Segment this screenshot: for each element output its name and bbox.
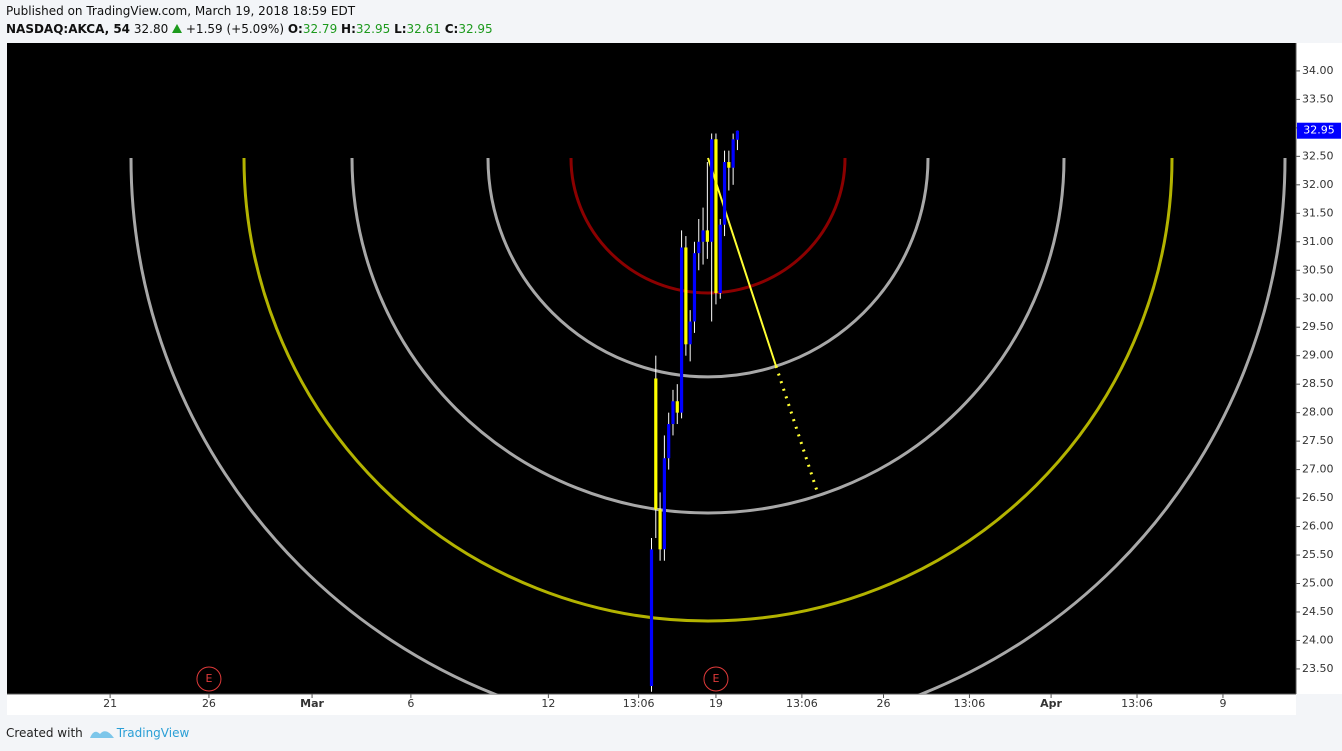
- x-tick-label: 26: [877, 697, 891, 710]
- x-tick-label: Mar: [300, 697, 324, 710]
- low-label: L:: [394, 22, 407, 36]
- candle-body: [671, 401, 675, 425]
- candle-body: [688, 321, 692, 345]
- x-tick-label: 13:06: [1121, 697, 1153, 710]
- fib-arc: [129, 157, 1287, 694]
- y-tick-label: 30.00: [1302, 292, 1334, 305]
- candle-body: [722, 162, 727, 225]
- time-axis: [7, 694, 1296, 715]
- low-value: 32.61: [406, 22, 441, 36]
- open-value: 32.79: [302, 22, 338, 36]
- y-tick-label: 30.50: [1302, 263, 1334, 276]
- x-tick-label: 12: [541, 697, 555, 710]
- candle-body: [662, 458, 666, 550]
- y-tick-label: 25.00: [1302, 577, 1334, 590]
- candle-body: [710, 139, 714, 242]
- y-tick-label: 34.00: [1302, 64, 1334, 77]
- candle-body: [667, 424, 671, 459]
- candle-body: [701, 230, 705, 242]
- y-tick-label: 29.00: [1302, 349, 1334, 362]
- symbol: NASDAQ:AKCA, 54: [6, 22, 131, 36]
- y-tick-label: 29.50: [1302, 320, 1334, 333]
- x-tick-label: 21: [103, 697, 117, 710]
- candle-body: [649, 549, 654, 687]
- y-tick-label: 25.50: [1302, 548, 1334, 561]
- x-tick-label: 9: [1219, 697, 1226, 710]
- close-value: 32.95: [458, 22, 493, 36]
- trend-line: [707, 157, 777, 367]
- candle-body: [679, 247, 684, 413]
- fib-arc: [350, 157, 1066, 515]
- x-tick-label: 26: [202, 697, 216, 710]
- fib-arcs: [129, 157, 1287, 694]
- logo: [90, 731, 114, 738]
- candles: [649, 130, 740, 692]
- y-tick-label: 23.50: [1302, 662, 1334, 675]
- candle-body: [705, 230, 709, 242]
- event-marker: [703, 666, 729, 692]
- x-tick-label: Apr: [1040, 697, 1062, 710]
- candle-body: [735, 130, 740, 140]
- y-tick-label: 33.50: [1302, 92, 1334, 105]
- last-price: 32.80: [133, 22, 169, 36]
- high-label: H:: [341, 22, 356, 36]
- candle-body: [684, 247, 688, 345]
- y-tick-label: 24.00: [1302, 633, 1334, 646]
- x-tick-label: 6: [407, 697, 414, 710]
- last-price-label: 32.95: [1303, 124, 1335, 137]
- y-tick-label: 26.50: [1302, 491, 1334, 504]
- event-label: E: [205, 672, 212, 685]
- y-tick-label: 26.00: [1302, 520, 1334, 533]
- event-marker: [196, 666, 222, 692]
- up-arrow: [172, 24, 183, 33]
- candle-body: [714, 139, 718, 294]
- candle-body: [675, 401, 679, 413]
- symbol-legend: NASDAQ:AKCA, 54 32.80 +1.59 (+5.09%) O:3…: [6, 22, 493, 36]
- y-tick-label: 28.50: [1302, 377, 1334, 390]
- published-line: Published on TradingView.com, March 19, …: [6, 4, 356, 18]
- candle-body: [658, 509, 662, 550]
- x-tick-label: 13:06: [954, 697, 986, 710]
- last-price-tag: [1297, 122, 1341, 139]
- y-tick-label: 24.50: [1302, 605, 1334, 618]
- y-tick-label: 31.00: [1302, 235, 1334, 248]
- candle-body: [697, 241, 701, 254]
- fib-arc: [486, 157, 930, 379]
- created-with: Created with: [6, 726, 83, 740]
- high-value: 32.95: [355, 22, 391, 36]
- trend-line-extension: [774, 365, 820, 495]
- y-tick-label: 32.50: [1302, 149, 1334, 162]
- y-tick-label: 32.00: [1302, 178, 1334, 191]
- y-tick-label: 28.00: [1302, 406, 1334, 419]
- x-tick-label: 19: [709, 697, 723, 710]
- fib-arc: [569, 157, 847, 295]
- x-tick-label: 13:06: [786, 697, 818, 710]
- brand: TradingView: [116, 726, 190, 740]
- y-tick-label: 27.50: [1302, 434, 1334, 447]
- event-label: E: [712, 672, 719, 685]
- candle-body: [718, 224, 722, 294]
- change: +1.59 (+5.09%): [185, 22, 285, 36]
- fib-arc: [242, 157, 1174, 623]
- price-axis: [1296, 43, 1342, 694]
- y-tick-label: 31.50: [1302, 206, 1334, 219]
- footer: Created with TradingView: [6, 726, 189, 740]
- x-tick-label: 13:06: [623, 697, 655, 710]
- candle-body: [727, 162, 731, 168]
- candle-body: [731, 139, 735, 168]
- candle-body: [654, 378, 658, 510]
- candle-body: [692, 253, 697, 322]
- y-tick-label: 27.00: [1302, 463, 1334, 476]
- close-label: C:: [444, 22, 459, 36]
- open-label: O:: [287, 22, 303, 36]
